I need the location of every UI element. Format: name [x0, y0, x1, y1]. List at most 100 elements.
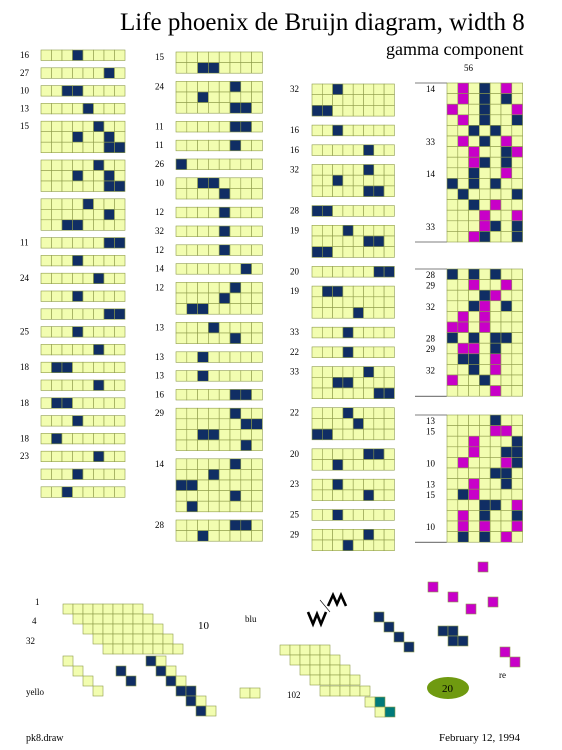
- cell: [321, 539, 333, 551]
- cell: [114, 141, 126, 153]
- cell: [342, 539, 354, 551]
- cell: [251, 407, 263, 420]
- cell: [500, 478, 513, 490]
- cell: [479, 520, 491, 532]
- cell: [352, 489, 364, 501]
- cell: [61, 198, 73, 210]
- cell: [82, 131, 94, 143]
- cell: [186, 490, 198, 502]
- cell: [311, 225, 323, 237]
- cell: [197, 500, 209, 513]
- cell: [489, 268, 502, 280]
- cell: [511, 311, 523, 323]
- cell: [240, 292, 252, 304]
- cell: [332, 266, 344, 278]
- cell: [511, 414, 523, 426]
- cell: [437, 625, 449, 637]
- cell: [93, 141, 105, 153]
- cell: [468, 499, 480, 511]
- cell: [93, 131, 105, 143]
- cell: [352, 418, 364, 430]
- cell: [72, 397, 84, 409]
- col1-block: 15: [20, 120, 126, 153]
- yellow-staircase: [62, 603, 184, 655]
- cell: [373, 509, 385, 521]
- cell: [479, 300, 491, 312]
- cell: [489, 499, 502, 511]
- cell: [468, 103, 480, 116]
- col2-block-label: 13: [155, 322, 165, 332]
- cell: [468, 156, 480, 169]
- cell: [511, 531, 523, 543]
- cell: [321, 307, 333, 319]
- cell: [186, 177, 198, 189]
- cell: [103, 272, 115, 285]
- cell: [186, 292, 198, 304]
- col3-block: 19: [290, 225, 395, 258]
- cell: [511, 268, 523, 280]
- cell: [321, 407, 333, 419]
- cell: [61, 361, 73, 374]
- cell: [311, 307, 323, 319]
- cell: [208, 418, 220, 430]
- cell: [61, 141, 73, 153]
- cell: [229, 206, 242, 219]
- cell: [40, 308, 52, 320]
- cell: [114, 131, 126, 143]
- cell: [40, 415, 52, 427]
- cell: [457, 488, 469, 501]
- col1-block: [40, 159, 126, 192]
- cell: [373, 124, 385, 137]
- cell: [468, 114, 480, 126]
- col1-block-label: 25: [20, 327, 30, 337]
- cell: [240, 177, 252, 189]
- cell: [114, 272, 126, 285]
- cell: [51, 198, 63, 210]
- col2-block: 15: [155, 51, 263, 74]
- cell: [186, 351, 198, 363]
- cell: [383, 307, 395, 319]
- cell: [51, 120, 63, 132]
- cell: [240, 458, 252, 470]
- cell: [468, 93, 480, 105]
- cell: [383, 285, 395, 298]
- cell: [229, 263, 242, 275]
- col1-block: 18: [20, 433, 126, 445]
- col2-block: 14: [155, 263, 263, 275]
- cell: [251, 322, 263, 334]
- cell: [61, 450, 73, 463]
- cell: [175, 206, 188, 219]
- cell: [82, 219, 94, 231]
- cell: [363, 407, 375, 419]
- cell: [218, 479, 231, 491]
- cell: [240, 322, 252, 334]
- cell: [332, 407, 344, 419]
- cell: [500, 279, 513, 291]
- cell: [61, 120, 73, 132]
- cell: [218, 469, 231, 481]
- bottom-label-3: 32: [26, 636, 35, 646]
- cell: [218, 188, 231, 200]
- cell: [427, 581, 439, 593]
- cell: [479, 446, 491, 458]
- cell: [61, 468, 73, 480]
- cell: [363, 235, 375, 247]
- cell: [208, 351, 220, 363]
- cell: [457, 300, 469, 312]
- cell: [208, 51, 220, 63]
- cell: [72, 159, 84, 171]
- cell: [489, 446, 502, 458]
- cell: [93, 379, 105, 391]
- cell: [363, 387, 375, 399]
- cell: [103, 237, 115, 249]
- col1-block-label: 10: [20, 86, 30, 96]
- cell: [72, 272, 84, 285]
- cell: [311, 296, 323, 308]
- cell: [342, 346, 354, 358]
- cell: [240, 102, 252, 114]
- cell: [479, 353, 491, 365]
- cell: [197, 303, 209, 315]
- cell: [229, 370, 242, 382]
- cell: [103, 290, 115, 302]
- cell: [103, 198, 115, 210]
